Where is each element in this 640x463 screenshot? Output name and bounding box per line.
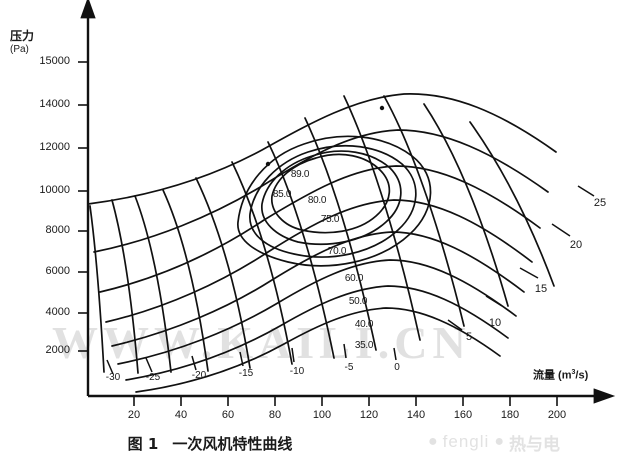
x-tick-label: 160 <box>453 409 473 421</box>
y-tick-label: 2000 <box>45 344 70 356</box>
y-tick-label: 10000 <box>39 184 70 196</box>
operating-points <box>265 105 385 167</box>
efficiency-contour-label: 35.0 <box>354 340 374 351</box>
blade-angle-label-right: 10 <box>488 317 502 329</box>
blade-angle-label-right: 25 <box>593 197 607 209</box>
axis-lines <box>80 0 616 404</box>
x-tick-label: 20 <box>127 409 141 421</box>
efficiency-contour-label: 80.0 <box>307 195 327 206</box>
efficiency-contour-label: 60.0 <box>344 273 364 284</box>
blade-angle-label: -15 <box>238 368 254 379</box>
y-tick-label: 4000 <box>45 306 70 318</box>
blade-angle-label-right: 15 <box>534 283 548 295</box>
blade-angle-label: -10 <box>289 366 305 377</box>
blade-angle-label-right: 5 <box>465 331 473 343</box>
blade-angle-label: -5 <box>344 362 354 373</box>
blade-angle-leaders-right <box>447 185 595 331</box>
x-tick-label: 200 <box>547 409 567 421</box>
y-axis-title-unit: (Pa) <box>10 44 29 55</box>
x-tick-label: 40 <box>174 409 188 421</box>
x-tick-label: 140 <box>406 409 426 421</box>
figure-caption: 图 1 一次风机特性曲线 <box>0 433 420 454</box>
blade-angle-leaders <box>106 343 397 375</box>
x-tick-label: 120 <box>359 409 379 421</box>
efficiency-contour-label: 50.0 <box>348 296 368 307</box>
blade-angle-label-right: 20 <box>569 239 583 251</box>
efficiency-contour-label: 70.0 <box>327 246 347 257</box>
blade-angle-label: 0 <box>394 362 400 373</box>
x-tick-label: 60 <box>221 409 235 421</box>
x-tick-label: 180 <box>500 409 520 421</box>
x-axis-title: 流量 (m3/s) <box>533 369 589 382</box>
y-tick-label: 15000 <box>39 55 70 67</box>
efficiency-contours <box>88 93 557 393</box>
y-tick-label: 14000 <box>39 98 70 110</box>
figure-title: 一次风机特性曲线 <box>172 435 293 453</box>
x-tick-label: 80 <box>268 409 282 421</box>
efficiency-contour-label: 85.0 <box>272 189 292 200</box>
x-tick-label: 100 <box>312 409 332 421</box>
blade-angle-label: -20 <box>191 370 207 381</box>
efficiency-contour-label: 89.0 <box>290 169 310 180</box>
x-axis-ticks <box>133 396 558 406</box>
y-axis-title: 压力 (Pa) <box>10 30 34 55</box>
blade-angle-label: -25 <box>145 372 161 383</box>
y-tick-label: 8000 <box>45 224 70 236</box>
y-axis-title-main: 压力 <box>10 29 35 43</box>
y-tick-label: 12000 <box>39 141 70 153</box>
efficiency-contour-label: 40.0 <box>354 319 374 330</box>
figure-number: 图 1 <box>127 435 159 453</box>
efficiency-contour-label: 75.0 <box>320 214 340 225</box>
y-tick-label: 6000 <box>45 265 70 277</box>
blade-angle-label: -30 <box>105 372 121 383</box>
y-axis-ticks <box>78 61 88 352</box>
